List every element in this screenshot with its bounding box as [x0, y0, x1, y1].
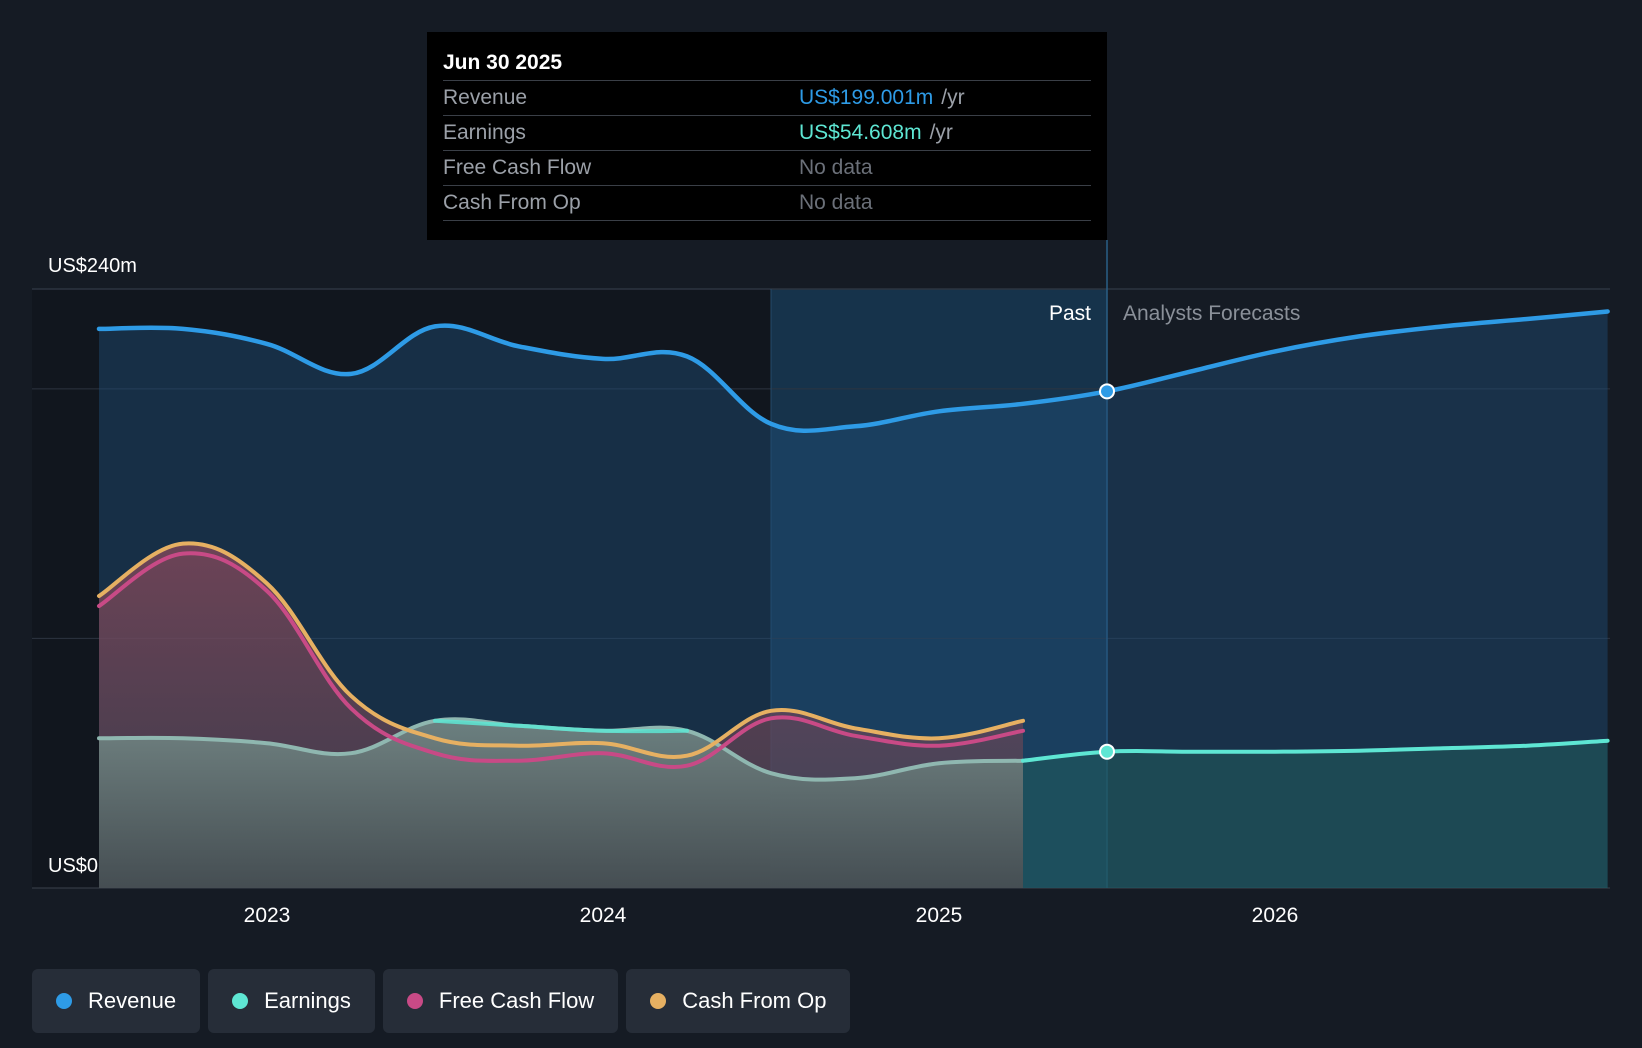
tooltip-row-revenue: Revenue US$199.001m /yr — [443, 80, 1091, 115]
tooltip-row-cash-from-op: Cash From Op No data — [443, 185, 1091, 221]
tooltip-unit: /yr — [929, 121, 953, 144]
tooltip-row-free-cash-flow: Free Cash Flow No data — [443, 150, 1091, 185]
tooltip-label: Revenue — [443, 86, 528, 109]
tooltip-value: US$54.608m — [799, 121, 922, 144]
tooltip-label: Earnings — [443, 121, 526, 144]
legend: Revenue Earnings Free Cash Flow Cash Fro… — [32, 969, 851, 1033]
revenue-marker — [1099, 383, 1115, 400]
legend-item-cash-from-op[interactable]: Cash From Op — [626, 969, 851, 1033]
legend-item-earnings[interactable]: Earnings — [208, 969, 375, 1033]
earnings-marker — [1099, 743, 1115, 760]
y-axis-top-label: US$240m — [48, 255, 137, 277]
free-cash-flow-dot-icon — [406, 993, 423, 1009]
tooltip-value: No data — [799, 191, 873, 214]
tooltip-label: Cash From Op — [443, 191, 581, 214]
forecast-label: Analysts Forecasts — [1123, 302, 1300, 325]
earnings-dot-icon — [232, 993, 249, 1009]
y-axis-bottom-label: US$0 — [48, 855, 98, 877]
x-axis-tick-label: 2023 — [244, 904, 291, 927]
revenue-line — [96, 309, 1610, 434]
x-axis-tick-label: 2025 — [916, 904, 963, 927]
earnings-area — [99, 719, 1023, 888]
tooltip-label: Free Cash Flow — [443, 156, 592, 179]
tooltip-value: No data — [799, 156, 873, 179]
revenue-dot-icon — [56, 993, 72, 1009]
x-axis-tick-label: 2024 — [580, 904, 627, 927]
legend-item-revenue[interactable]: Revenue — [32, 969, 201, 1033]
free-cash-flow-line — [97, 551, 1025, 769]
legend-label: Earnings — [264, 988, 351, 1013]
past-label: Past — [1049, 302, 1091, 325]
x-axis-tick-label: 2026 — [1252, 904, 1299, 927]
legend-label: Revenue — [88, 988, 177, 1013]
tooltip-date: Jun 30 2025 — [443, 51, 563, 74]
tooltip-value: US$199.001m — [799, 86, 934, 109]
legend-label: Cash From Op — [682, 988, 827, 1013]
tooltip-unit: /yr — [941, 86, 965, 109]
cash-from-op-dot-icon — [650, 993, 667, 1009]
legend-item-free-cash-flow[interactable]: Free Cash Flow — [382, 969, 619, 1033]
tooltip: Jun 30 2025 Revenue US$199.001m /yr Earn… — [427, 32, 1107, 240]
legend-label: Free Cash Flow — [438, 988, 595, 1013]
earnings-line-highlight — [433, 718, 689, 734]
cash-from-op-line — [97, 541, 1025, 759]
tooltip-row-earnings: Earnings US$54.608m /yr — [443, 115, 1091, 150]
